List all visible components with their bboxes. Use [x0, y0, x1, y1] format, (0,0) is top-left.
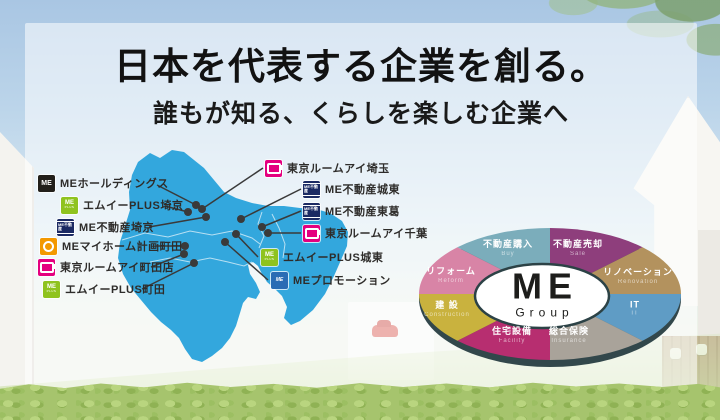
me-holdings-icon: ME [38, 174, 55, 192]
office-me-holdings: ME MEホールディングス [38, 174, 169, 192]
segment-label-buy: 不動産購入 Buy [482, 239, 534, 257]
office-me-fudosan-joto: ME不動産 ME不動産城東 [303, 180, 400, 198]
office-me-plus-machida: ME PLUS エムイーPLUS町田 [43, 280, 165, 298]
office-roomai-machida: 東京ルームアイ町田店 [38, 258, 174, 276]
me-fudosan-icon: ME不動産 [57, 218, 74, 236]
leader-lines [141, 167, 302, 290]
office-me-plus-joto: ME PLUS エムイーPLUS城東 [261, 248, 383, 266]
segment-label-reform: リフォーム Reform [426, 266, 476, 284]
hedge-foreground [0, 382, 720, 420]
ring-chart [419, 228, 681, 367]
me-logo-text: ME [512, 265, 578, 307]
office-label: ME不動産城東 [325, 184, 400, 196]
me-plus-icon: ME PLUS [43, 280, 60, 298]
office-me-myhome-machida: MEマイホーム計画町田 [40, 237, 183, 255]
me-fudosan-icon: ME不動産 [303, 202, 320, 220]
me-myhome-icon [40, 237, 57, 255]
office-roomai-chiba: 東京ルームアイ千葉 [303, 224, 428, 242]
tokyo-roomai-icon [265, 159, 282, 177]
office-label: エムイーPLUS城東 [283, 252, 384, 264]
segment-label-sale: 不動産売却 Sale [552, 239, 604, 257]
me-logo-subtext: Group [515, 305, 574, 320]
kanto-region-shape [118, 150, 348, 362]
office-location-dots [180, 201, 272, 267]
me-plus-icon: ME PLUS [61, 196, 78, 214]
office-label: エムイーPLUS町田 [65, 284, 166, 296]
me-fudosan-icon: ME不動産 [303, 180, 320, 198]
ring-center [473, 262, 611, 330]
segment-label-renovation: リノベーション Renovation [603, 267, 673, 285]
office-label: MEプロモーション [293, 275, 391, 287]
office-me-plus-saikyo: ME PLUS エムイーPLUS埼京 [61, 196, 183, 214]
segment-label-it: IT IT [630, 299, 640, 317]
office-me-fudosan-saikyo: ME不動産 ME不動産埼京 [57, 218, 154, 236]
segment-label-insurance: 総合保険 Insurance [548, 326, 590, 344]
me-promotion-icon: ME [271, 271, 288, 289]
segment-label-facility: 住宅設備 Facility [491, 326, 533, 344]
office-label: エムイーPLUS埼京 [83, 200, 184, 212]
page-title: 日本を代表する企業を創る。 [114, 46, 608, 87]
office-label: 東京ルームアイ埼玉 [287, 163, 390, 175]
me-group-logo: ME Group [506, 265, 578, 320]
page-subtitle: 誰もが知る、くらしを楽しむ企業へ [152, 100, 569, 128]
office-label: ME不動産埼京 [79, 222, 154, 234]
tokyo-roomai-icon [303, 224, 320, 242]
office-me-promotion: ME MEプロモーション [271, 271, 391, 289]
office-label: MEホールディングス [60, 178, 169, 190]
me-group-diagram: 不動産売却 Sale リノベーション Renovation IT IT 総合保険 Ins… [415, 222, 687, 380]
office-roomai-saitama: 東京ルームアイ埼玉 [265, 159, 390, 177]
me-plus-icon: ME PLUS [261, 248, 278, 266]
tokyo-roomai-icon [38, 258, 55, 276]
office-label: 東京ルームアイ千葉 [325, 228, 428, 240]
segment-label-construction: 建 設 Construction [424, 300, 470, 318]
office-label: MEマイホーム計画町田 [62, 241, 183, 253]
office-label: ME不動産東葛 [325, 206, 400, 218]
office-label: 東京ルームアイ町田店 [60, 262, 175, 274]
office-me-fudosan-tokatsu: ME不動産 ME不動産東葛 [303, 202, 400, 220]
